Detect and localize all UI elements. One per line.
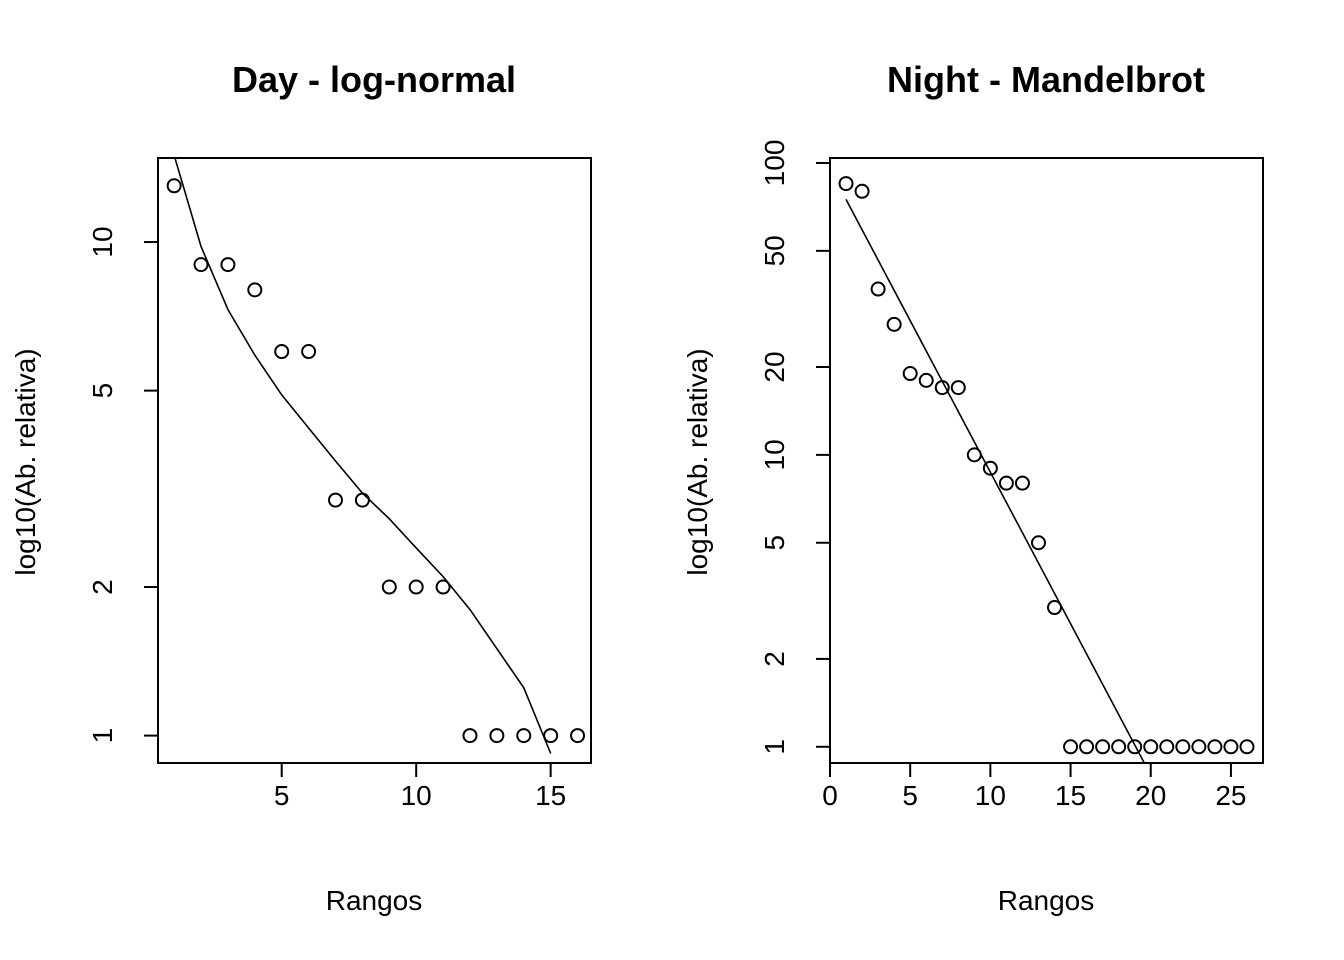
night-data-point xyxy=(838,176,854,192)
day-fitted-line xyxy=(174,158,552,754)
day-data-point xyxy=(220,257,236,273)
day-data-point xyxy=(301,344,317,360)
day-x-tick-label: 5 xyxy=(274,780,290,811)
night-data-point xyxy=(1079,739,1095,755)
day-data-point xyxy=(570,728,586,744)
night-data-point xyxy=(982,460,998,476)
night-x-tick-label: 0 xyxy=(822,780,838,811)
night-data-point xyxy=(1191,739,1207,755)
night-x-tick-label: 5 xyxy=(902,780,918,811)
night-x-tick-label: 10 xyxy=(975,780,1006,811)
day-data-point xyxy=(354,492,370,508)
night-data-point xyxy=(1159,739,1175,755)
day-y-axis-label: log10(Ab. relativa) xyxy=(10,348,41,575)
day-x-axis-label: Rangos xyxy=(326,885,423,916)
night-data-point xyxy=(870,281,886,297)
night-x-tick-label: 20 xyxy=(1135,780,1166,811)
night-data-point xyxy=(1047,600,1063,616)
day-data-point xyxy=(166,178,182,194)
day-plot-frame xyxy=(157,157,592,764)
day-x-tick-label: 10 xyxy=(401,780,432,811)
day-y-axis: 1 2 5 10 xyxy=(87,226,159,744)
day-data-point xyxy=(516,728,532,744)
night-data-point xyxy=(1063,739,1079,755)
day-chart-title: Day - log-normal xyxy=(232,59,516,100)
night-plot-frame xyxy=(829,157,1264,764)
night-y-axis-label: log10(Ab. relativa) xyxy=(682,348,713,575)
day-x-tick-label: 15 xyxy=(535,780,566,811)
night-y-tick-label: 5 xyxy=(759,535,790,551)
night-x-tick-label: 25 xyxy=(1215,780,1246,811)
day-data-point xyxy=(381,579,397,595)
night-y-tick-label: 100 xyxy=(759,140,790,187)
day-data-point xyxy=(193,257,209,273)
night-data-point xyxy=(998,475,1014,491)
night-y-tick-label: 1 xyxy=(759,739,790,755)
night-x-tick-label: 15 xyxy=(1055,780,1086,811)
night-data-point xyxy=(1014,475,1030,491)
night-data-point xyxy=(1030,535,1046,551)
night-x-axis-label: Rangos xyxy=(998,885,1095,916)
night-y-axis: 1 2 5 10 20 50 100 xyxy=(759,140,831,755)
day-points-group xyxy=(166,178,586,744)
night-data-point xyxy=(1175,739,1191,755)
night-mandelbrot-panel: Night - Mandelbrot Rangos log10(Ab. rela… xyxy=(682,59,1264,916)
night-data-point xyxy=(1127,739,1143,755)
night-data-point xyxy=(854,183,870,199)
night-data-point xyxy=(1143,739,1159,755)
night-data-point xyxy=(1095,739,1111,755)
day-data-point xyxy=(489,728,505,744)
night-x-axis: 0 5 10 15 20 25 xyxy=(822,762,1247,811)
day-x-axis: 5 10 15 xyxy=(274,762,566,811)
day-y-tick-label: 2 xyxy=(87,579,118,595)
night-fitted-line xyxy=(845,199,1146,763)
day-data-point xyxy=(274,344,290,360)
night-fitted-line-group xyxy=(845,199,1146,763)
night-data-point xyxy=(966,447,982,463)
night-data-point xyxy=(934,380,950,396)
night-data-point xyxy=(1207,739,1223,755)
night-data-point xyxy=(918,372,934,388)
night-points-group xyxy=(838,176,1255,755)
night-data-point xyxy=(1239,739,1255,755)
day-data-point xyxy=(328,492,344,508)
day-data-point xyxy=(247,282,263,298)
day-fitted-curve-group xyxy=(174,158,552,754)
night-data-point xyxy=(902,366,918,382)
night-data-point xyxy=(1223,739,1239,755)
night-y-tick-label: 50 xyxy=(759,235,790,266)
night-y-tick-label: 20 xyxy=(759,351,790,382)
day-y-tick-label: 1 xyxy=(87,728,118,744)
day-y-tick-label: 5 xyxy=(87,383,118,399)
night-chart-title: Night - Mandelbrot xyxy=(887,59,1205,100)
day-data-point xyxy=(543,728,559,744)
day-lognormal-panel: Day - log-normal Rangos log10(Ab. relati… xyxy=(10,59,592,916)
day-y-tick-label: 10 xyxy=(87,226,118,257)
night-data-point xyxy=(950,380,966,396)
night-data-point xyxy=(1111,739,1127,755)
day-data-point xyxy=(462,728,478,744)
night-data-point xyxy=(886,316,902,332)
day-data-point xyxy=(435,579,451,595)
night-y-tick-label: 10 xyxy=(759,439,790,470)
day-data-point xyxy=(408,579,424,595)
night-y-tick-label: 2 xyxy=(759,651,790,667)
